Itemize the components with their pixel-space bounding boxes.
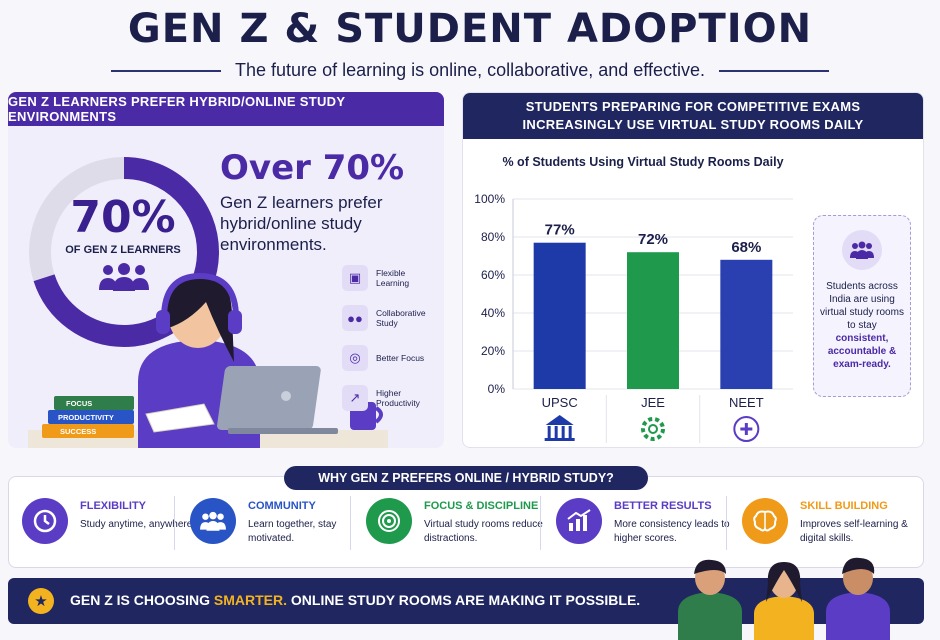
feature-skill-building: SKILL BUILDING Improves self-learning & … (742, 494, 922, 556)
divider (350, 496, 351, 550)
benefit-label: Flexible Learning (376, 268, 410, 288)
book-label-success: SUCCESS (60, 427, 97, 436)
closing-message: GEN Z IS CHOOSING SMARTER. ONLINE STUDY … (70, 592, 640, 608)
laptop-icon: ▣ (342, 265, 368, 291)
feature-title: FOCUS & DISCIPLINE (424, 500, 539, 512)
feature-title: FLEXIBILITY (80, 500, 146, 512)
note-text: Students across India are using virtual … (820, 281, 904, 331)
clock-icon (22, 498, 68, 544)
feature-desc: More consistency leads to higher scores. (614, 519, 730, 544)
note-highlight: consistent, accountable & exam-ready. (827, 333, 897, 370)
subtitle-rule-right (718, 69, 829, 72)
feature-community: COMMUNITY Learn together, stay motivated… (190, 494, 370, 556)
chart-title: % of Students Using Virtual Study Rooms … (502, 155, 784, 169)
donut-chart (29, 157, 219, 347)
adoption-note: Students across India are using virtual … (813, 215, 911, 397)
bar-value-label: 77% (545, 222, 575, 239)
page-subtitle: The future of learning is online, collab… (235, 60, 705, 80)
target-icon (366, 498, 412, 544)
bar-jee (627, 252, 679, 389)
feature-better-results: BETTER RESULTS More consistency leads to… (556, 494, 736, 556)
gear-icon (641, 417, 665, 441)
bar-upsc (533, 242, 586, 389)
students-group-icon (96, 262, 152, 299)
y-tick-label: 60% (481, 268, 505, 282)
benefit-item: ▣ Flexible Learning (342, 258, 444, 298)
donut-value-arc (29, 157, 219, 347)
x-tick-label: JEE (641, 395, 665, 410)
feature-title: COMMUNITY (248, 500, 316, 512)
growth-chart-icon (556, 498, 602, 544)
exam-heading-line1: STUDENTS PREPARING FOR COMPETITIVE EXAMS (525, 99, 861, 114)
divider (540, 496, 541, 550)
genz-panel-heading: GEN Z LEARNERS PREFER HYBRID/ONLINE STUD… (8, 92, 444, 126)
x-tick-label: UPSC (542, 395, 578, 410)
group-icon (842, 230, 882, 270)
bar-chart: 0% 20% 40% 60% 80% 100% 77% UPSC 72% JEE 68% NEET (474, 192, 793, 443)
feature-flexibility: FLEXIBILITY Study anytime, anywhere. (22, 494, 202, 556)
plus-circle-icon (733, 416, 760, 442)
headline-description: Gen Z learners prefer hybrid/online stud… (220, 193, 383, 254)
feature-desc: Virtual study rooms reduce distractions. (424, 519, 543, 544)
benefit-label: Better Focus (376, 353, 425, 363)
benefit-item: ◎ Better Focus (342, 338, 444, 378)
target-icon: ◎ (342, 345, 368, 371)
subtitle-rule-left (111, 69, 222, 72)
exam-heading-line2: INCREASINGLY USE VIRTUAL STUDY ROOMS DAI… (522, 117, 864, 132)
donut-value: 70% (70, 192, 176, 243)
feature-desc: Learn together, stay motivated. (248, 519, 337, 544)
student-illustration (28, 272, 388, 448)
subtitle-row: The future of learning is online, collab… (0, 60, 940, 81)
exam-panel-heading: STUDENTS PREPARING FOR COMPETITIVE EXAMS… (463, 93, 923, 139)
divider (174, 496, 175, 550)
x-tick-label: NEET (729, 395, 764, 410)
closing-text-highlight: SMARTER. (213, 592, 288, 608)
students-thumbs-up-illustration (678, 557, 890, 640)
exam-students-panel: STUDENTS PREPARING FOR COMPETITIVE EXAMS… (462, 92, 924, 448)
book-stack (42, 396, 134, 438)
y-tick-label: 40% (481, 306, 505, 320)
closing-text-post: ONLINE STUDY ROOMS ARE MAKING IT POSSIBL… (287, 592, 641, 608)
feature-desc: Improves self-learning & digital skills. (800, 519, 908, 544)
headline-stat: Over 70% (220, 148, 405, 188)
government-building-icon (544, 415, 575, 441)
growth-chart-icon: ↗ (342, 385, 368, 411)
group-icon: ●● (342, 305, 368, 331)
closing-text-pre: GEN Z IS CHOOSING (70, 592, 214, 608)
y-tick-label: 80% (481, 230, 505, 244)
brain-icon (742, 498, 788, 544)
benefit-item: ↗ Higher Productivity (342, 378, 444, 418)
book-label-focus: FOCUS (66, 399, 93, 408)
feature-title: BETTER RESULTS (614, 500, 712, 512)
reasons-banner: WHY GEN Z PREFERS ONLINE / HYBRID STUDY? (284, 466, 648, 490)
feature-title: SKILL BUILDING (800, 500, 888, 512)
benefit-label: Collaborative Study (376, 308, 426, 328)
feature-desc: Study anytime, anywhere. (80, 519, 196, 530)
bar-value-label: 68% (731, 239, 761, 256)
book-label-productivity: PRODUCTIVITY (58, 413, 114, 422)
benefit-label: Higher Productivity (376, 388, 420, 408)
y-tick-label: 0% (488, 382, 506, 396)
y-tick-label: 100% (474, 192, 505, 206)
y-tick-label: 20% (481, 344, 505, 358)
star-icon: ★ (28, 588, 54, 614)
bar-value-label: 72% (638, 231, 668, 248)
divider (726, 496, 727, 550)
bar-neet (720, 259, 773, 389)
page-title: GEN Z & STUDENT ADOPTION (127, 6, 813, 52)
feature-focus-discipline: FOCUS & DISCIPLINE Virtual study rooms r… (366, 494, 546, 556)
genz-preference-panel: GEN Z LEARNERS PREFER HYBRID/ONLINE STUD… (8, 92, 444, 448)
donut-label: OF GEN Z LEARNERS (65, 244, 181, 256)
benefit-item: ●● Collaborative Study (342, 298, 444, 338)
benefit-list: ▣ Flexible Learning ●● Collaborative Stu… (342, 258, 444, 418)
group-icon (190, 498, 236, 544)
